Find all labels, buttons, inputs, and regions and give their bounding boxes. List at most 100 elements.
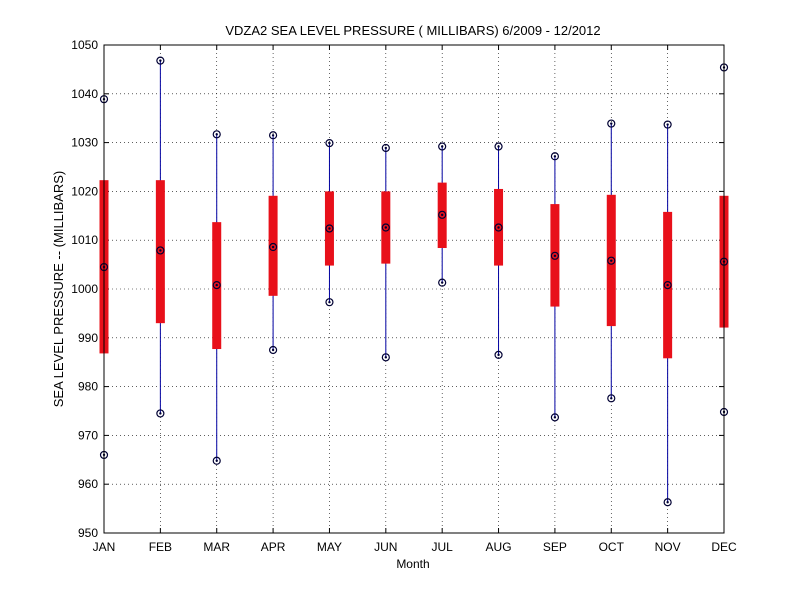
median-marker-dot [271, 245, 275, 249]
max-marker-dot [328, 141, 331, 145]
median-marker [438, 210, 447, 219]
x-tick-label: FEB [149, 540, 172, 554]
max-marker-ring [268, 131, 278, 140]
y-tick-label: 1020 [71, 184, 98, 198]
max-marker-ring [438, 142, 447, 151]
max-marker-ring [381, 143, 390, 153]
x-tick-label: NOV [655, 540, 681, 554]
min-marker [381, 353, 390, 362]
median-marker-dot [610, 259, 613, 262]
median-marker-dot [384, 226, 388, 229]
max-marker-ring [607, 119, 616, 128]
median-marker [663, 280, 672, 290]
min-marker [156, 409, 165, 418]
median-marker-ring [494, 223, 503, 232]
max-marker-ring [156, 56, 165, 65]
min-marker-ring [212, 456, 221, 465]
max-marker [156, 56, 165, 65]
median-marker-ring [212, 280, 221, 290]
plot-frame [103, 44, 725, 534]
x-tick-label: APR [261, 540, 286, 554]
median-marker-ring [438, 210, 447, 219]
median-marker-dot [497, 226, 500, 229]
median-marker [268, 242, 278, 252]
max-marker [268, 131, 278, 140]
min-marker-ring [438, 278, 447, 287]
max-marker-dot [553, 155, 557, 158]
max-marker [438, 142, 447, 151]
x-axis-ticks: JAN FEB MAR APR MAY JUN JUL AUG SEP OCT NOV DEC [93, 45, 737, 554]
x-tick-label: JUL [432, 540, 454, 554]
box-apr [268, 131, 278, 355]
x-tick-label: AUG [486, 540, 512, 554]
min-marker-dot [159, 412, 162, 415]
median-marker-dot [328, 227, 331, 230]
max-marker [550, 152, 560, 161]
y-tick-label: 1000 [71, 282, 98, 296]
min-marker [325, 298, 334, 307]
box-aug [494, 142, 504, 359]
x-tick-label: JUN [374, 540, 397, 554]
min-marker-dot [271, 348, 275, 352]
grid-lines [104, 45, 724, 533]
median-marker [381, 223, 390, 232]
median-marker [550, 251, 560, 260]
min-marker-dot [666, 501, 669, 504]
median-marker-ring [381, 223, 390, 232]
max-marker-dot [497, 145, 500, 148]
max-marker-dot [384, 146, 388, 150]
max-marker-dot [215, 133, 218, 136]
iqr-box [155, 180, 165, 324]
box-jun [381, 143, 391, 362]
median-marker-dot [159, 249, 162, 252]
min-marker [212, 456, 221, 465]
min-marker-ring [663, 498, 672, 507]
box-jul [437, 142, 447, 287]
x-tick-label: OCT [599, 540, 625, 554]
x-axis-label: Month [396, 557, 429, 571]
median-marker [325, 224, 334, 233]
min-marker-ring [550, 413, 560, 422]
min-marker-ring [156, 409, 165, 418]
min-marker-dot [553, 416, 557, 419]
min-marker-dot [440, 281, 444, 284]
median-marker [212, 280, 221, 290]
median-marker-ring [607, 256, 616, 265]
median-marker-dot [440, 213, 444, 217]
y-tick-label: 990 [78, 331, 98, 345]
max-marker [325, 138, 334, 148]
max-marker [663, 120, 672, 129]
median-marker-ring [550, 251, 560, 260]
median-marker [607, 256, 616, 265]
median-marker-ring [268, 242, 278, 252]
min-marker [550, 413, 560, 422]
min-marker [663, 498, 672, 507]
min-marker [494, 350, 503, 359]
box-series [99, 56, 729, 507]
max-marker-ring [494, 142, 503, 151]
box-nov [663, 120, 673, 507]
max-marker-ring [550, 152, 560, 161]
min-marker-ring [494, 350, 503, 359]
box-feb [155, 56, 165, 418]
median-marker-dot [666, 283, 669, 287]
max-marker-dot [610, 122, 613, 125]
max-marker-ring [325, 138, 334, 148]
min-marker-ring [268, 345, 278, 355]
x-tick-label: DEC [711, 540, 737, 554]
max-marker-ring [212, 130, 221, 139]
median-marker [156, 246, 165, 255]
min-marker-dot [497, 353, 500, 357]
max-marker-dot [159, 59, 162, 62]
median-marker-ring [325, 224, 334, 233]
max-marker [607, 119, 616, 128]
min-marker-ring [381, 353, 390, 362]
max-marker-dot [271, 134, 275, 137]
y-tick-label: 1010 [71, 233, 98, 247]
y-tick-label: 970 [78, 428, 98, 442]
median-marker-dot [553, 254, 557, 258]
min-marker-dot [215, 459, 218, 462]
box-may [324, 138, 334, 307]
median-marker [494, 223, 503, 232]
